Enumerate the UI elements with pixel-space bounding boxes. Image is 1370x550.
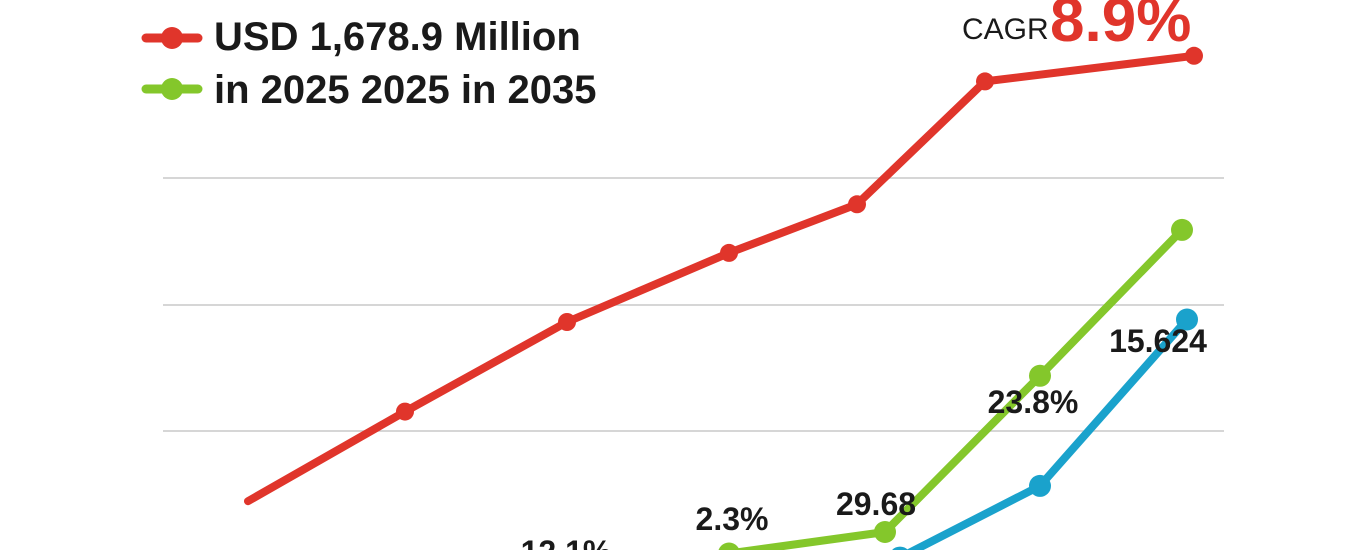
series-line-2 — [727, 225, 1186, 550]
series-2-point-4 — [1171, 218, 1193, 241]
legend-marker-green — [161, 78, 183, 100]
series-1-point-4 — [720, 243, 738, 262]
cagr-callout: CAGR 8.9% — [962, 0, 1191, 55]
legend-label-green: in 2025 2025 in 2035 — [214, 68, 597, 112]
legend: USD 1,678.9 Million in 2025 2025 in 2035 — [141, 15, 597, 112]
legend-entry-red: USD 1,678.9 Million — [141, 15, 581, 59]
series-2-point-2 — [874, 521, 896, 543]
series-1-point-7 — [1185, 46, 1203, 65]
series-2-point-3 — [1029, 364, 1051, 387]
data-label-2: 2.3% — [696, 501, 769, 537]
cagr-label: CAGR — [962, 13, 1049, 46]
series-3-point-2 — [1029, 474, 1051, 497]
series-1-point-6 — [976, 72, 994, 91]
data-label-1: 12.1% — [521, 534, 612, 550]
series-line-1 — [244, 51, 1198, 506]
series-3-point-1 — [892, 546, 908, 550]
series-2-point-1 — [718, 542, 740, 550]
data-label-4: 23.8% — [988, 384, 1079, 420]
series-points — [396, 46, 1203, 550]
series-3-point-3 — [1176, 308, 1198, 331]
data-label-5: 15.624 — [1109, 323, 1207, 359]
series-lines — [244, 51, 1198, 550]
data-labels: 12.1% 2.3% 29.68 23.8% 15.624 — [521, 323, 1208, 550]
series-1-point-2 — [396, 402, 414, 421]
series-1-point-5 — [848, 195, 866, 214]
legend-entry-green: in 2025 2025 in 2035 — [141, 68, 597, 112]
legend-marker-red — [161, 27, 183, 49]
cagr-value: 8.9% — [1050, 0, 1191, 55]
series-1-point-3 — [558, 313, 576, 331]
legend-label-red: USD 1,678.9 Million — [214, 15, 581, 59]
data-label-3: 29.68 — [836, 486, 916, 522]
gridlines — [163, 177, 1224, 432]
